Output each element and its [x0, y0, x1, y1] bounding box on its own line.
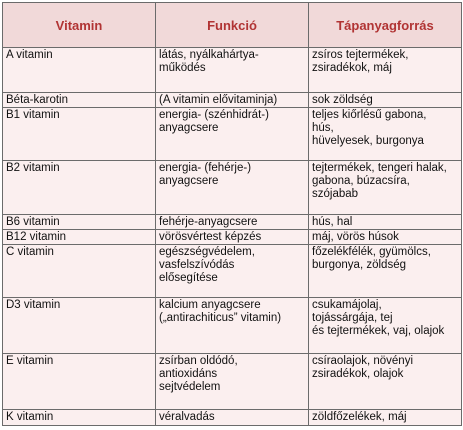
cell-funkcio: egészségvédelem, vasfelszívódás elősegít…	[155, 244, 309, 298]
cell-forras: máj, vörös húsok	[308, 229, 462, 245]
cell-forras: zöldfőzelékek, máj	[308, 409, 462, 426]
table-row: B6 vitamin fehérje-anyagcsere hús, hal	[2, 214, 462, 230]
cell-forras: tejtermékek, tengeri halak, gabona, búza…	[308, 160, 462, 215]
cell-funkcio: (A vitamin elővitaminja)	[155, 92, 309, 108]
cell-vitamin: K vitamin	[2, 409, 156, 426]
cell-funkcio: látás, nyálkahártya- működés	[155, 47, 309, 93]
table-row: B1 vitamin energia- (szénhidrát-) anyagc…	[2, 107, 462, 161]
table-row: D3 vitamin kalcium anyagcsere („antirach…	[2, 297, 462, 354]
table-row: E vitamin zsírban oldódó, antioxidáns se…	[2, 353, 462, 410]
header-vitamin: Vitamin	[2, 2, 156, 48]
cell-vitamin: Béta-karotin	[2, 92, 156, 108]
cell-funkcio: véralvadás	[155, 409, 309, 426]
header-funkcio: Funkció	[155, 2, 309, 48]
table-row: Béta-karotin (A vitamin elővitaminja) so…	[2, 92, 462, 108]
table-row: A vitamin látás, nyálkahártya- működés z…	[2, 47, 462, 93]
cell-funkcio: fehérje-anyagcsere	[155, 214, 309, 230]
cell-funkcio: zsírban oldódó, antioxidáns sejtvédelem	[155, 353, 309, 410]
cell-forras: sok zöldség	[308, 92, 462, 108]
cell-funkcio: vörösvértest képzés	[155, 229, 309, 245]
table-row: B2 vitamin energia- (fehérje-) anyagcser…	[2, 160, 462, 215]
cell-funkcio: energia- (szénhidrát-) anyagcsere	[155, 107, 309, 161]
cell-vitamin: E vitamin	[2, 353, 156, 410]
cell-vitamin: B1 vitamin	[2, 107, 156, 161]
cell-forras: hús, hal	[308, 214, 462, 230]
cell-forras: csíraolajok, növényi zsiradékok, olajok	[308, 353, 462, 410]
table-row: C vitamin egészségvédelem, vasfelszívódá…	[2, 244, 462, 298]
cell-forras: csukamájolaj, tojássárgája, tej és tejte…	[308, 297, 462, 354]
table-row: K vitamin véralvadás zöldfőzelékek, máj	[2, 409, 462, 426]
table-row: B12 vitamin vörösvértest képzés máj, vör…	[2, 229, 462, 245]
cell-funkcio: kalcium anyagcsere („antirachiticus” vit…	[155, 297, 309, 354]
cell-vitamin: A vitamin	[2, 47, 156, 93]
cell-vitamin: B6 vitamin	[2, 214, 156, 230]
header-tapanyagforras: Tápanyagforrás	[308, 2, 462, 48]
cell-funkcio: energia- (fehérje-) anyagcsere	[155, 160, 309, 215]
cell-forras: zsíros tejtermékek, zsiradékok, máj	[308, 47, 462, 93]
cell-vitamin: D3 vitamin	[2, 297, 156, 354]
header-row: Vitamin Funkció Tápanyagforrás	[2, 2, 462, 48]
cell-forras: teljes kiőrlésű gabona, hús, hüvelyesek,…	[308, 107, 462, 161]
cell-vitamin: C vitamin	[2, 244, 156, 298]
cell-vitamin: B2 vitamin	[2, 160, 156, 215]
cell-forras: főzelékfélék, gyümölcs, burgonya, zöldsé…	[308, 244, 462, 298]
vitamin-table: Vitamin Funkció Tápanyagforrás A vitamin…	[2, 2, 462, 426]
cell-vitamin: B12 vitamin	[2, 229, 156, 245]
